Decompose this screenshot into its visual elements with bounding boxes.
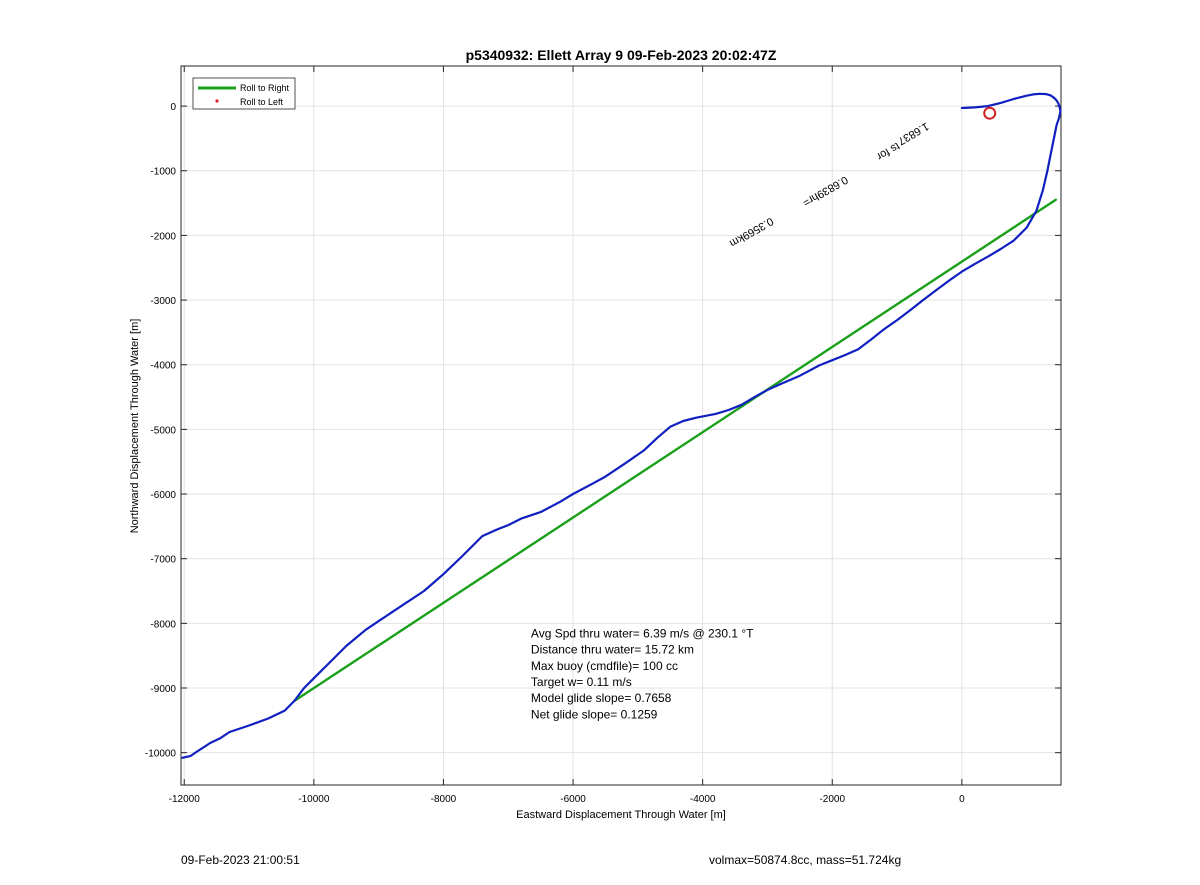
x-tick-label: -6000 bbox=[560, 794, 586, 805]
legend-swatch-roll-left bbox=[215, 99, 219, 103]
x-tick-label: -12000 bbox=[169, 794, 201, 805]
y-tick-label: -3000 bbox=[150, 296, 176, 307]
y-tick-label: 0 bbox=[170, 102, 176, 113]
x-tick-label: 0 bbox=[959, 794, 965, 805]
y-tick-label: -10000 bbox=[145, 749, 177, 760]
x-tick-label: -10000 bbox=[298, 794, 330, 805]
rotated-annotation: ts for bbox=[874, 140, 901, 163]
y-tick-label: -4000 bbox=[150, 361, 176, 372]
legend: Roll to Right Roll to Left bbox=[192, 77, 296, 110]
y-tick-label: -1000 bbox=[150, 167, 176, 178]
stats-annotation: Avg Spd thru water= 6.39 m/s @ 230.1 °T bbox=[531, 627, 754, 641]
end-position-marker bbox=[983, 106, 997, 120]
rotated-annotation: 1.6837 bbox=[896, 120, 931, 147]
x-tick-label: -4000 bbox=[690, 794, 716, 805]
x-tick-label: -2000 bbox=[819, 794, 845, 805]
track-line bbox=[181, 92, 1062, 759]
y-tick-label: -8000 bbox=[150, 619, 176, 630]
footer-timestamp: 09-Feb-2023 21:00:51 bbox=[181, 853, 300, 867]
plot-frame bbox=[180, 65, 1062, 786]
y-tick-label: -6000 bbox=[150, 490, 176, 501]
legend-label-roll-right: Roll to Right bbox=[240, 83, 290, 93]
grid bbox=[181, 66, 1061, 785]
chart-title: p5340932: Ellett Array 9 09-Feb-2023 20:… bbox=[466, 47, 777, 63]
annotations-layer: Avg Spd thru water= 6.39 m/s @ 230.1 °T D… bbox=[531, 120, 931, 722]
footer-vehicle-stats: volmax=50874.8cc, mass=51.724kg bbox=[709, 853, 902, 867]
y-tick-label: -7000 bbox=[150, 555, 176, 566]
stats-annotation: Max buoy (cmdfile)= 100 cc bbox=[531, 659, 678, 673]
x-axis-label: Eastward Displacement Through Water [m] bbox=[516, 809, 726, 821]
stats-annotation: Distance thru water= 15.72 km bbox=[531, 643, 694, 657]
y-axis-label: Northward Displacement Through Water [m] bbox=[129, 319, 141, 534]
rotated-annotation: 0.6839hr= bbox=[801, 173, 850, 208]
stats-annotation: Target w= 0.11 m/s bbox=[531, 675, 632, 689]
y-tick-label: -9000 bbox=[150, 684, 176, 695]
legend-label-roll-left: Roll to Left bbox=[240, 97, 284, 107]
legend-box bbox=[192, 77, 296, 110]
stats-annotation: Net glide slope= 0.1259 bbox=[531, 707, 658, 721]
roll-right-line bbox=[293, 198, 1058, 703]
y-tick-label: -2000 bbox=[150, 231, 176, 242]
series-layer bbox=[181, 92, 1062, 759]
rotated-annotation: 0.3569km bbox=[727, 215, 775, 250]
x-tick-label: -8000 bbox=[431, 794, 457, 805]
stats-annotation: Model glide slope= 0.7658 bbox=[531, 691, 672, 705]
y-tick-label: -5000 bbox=[150, 425, 176, 436]
axis-ticks: -12000 -10000 -8000 -6000 -4000 -2000 0 0 -1000 -… bbox=[145, 66, 1061, 805]
